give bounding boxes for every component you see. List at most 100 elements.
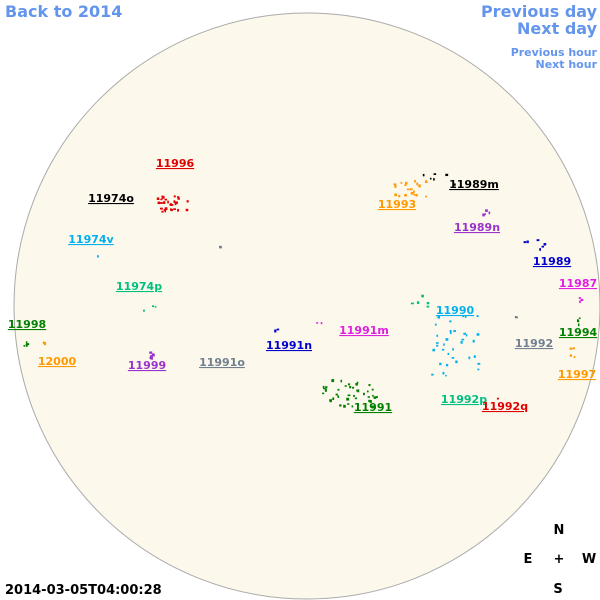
region-label[interactable]: 11974p [116, 280, 162, 293]
sunspot [425, 195, 428, 198]
sunspot [177, 208, 179, 212]
sunspot [320, 322, 323, 325]
sunspot [316, 322, 319, 324]
sunspot [577, 323, 580, 327]
region-label[interactable]: 11992q [482, 400, 528, 413]
region-label[interactable]: 11993 [378, 198, 416, 211]
sunspot [352, 386, 355, 389]
sunspot [219, 245, 222, 249]
region-label[interactable]: 11994 [559, 326, 598, 339]
sunspot [447, 352, 450, 355]
sunspot [422, 173, 425, 177]
region-label[interactable]: 11991 [354, 401, 392, 414]
sunspot [476, 315, 479, 318]
previous-hour-link[interactable]: Previous hour [511, 46, 598, 59]
sunspot [523, 241, 526, 244]
region-label[interactable]: 11991m [339, 324, 389, 337]
sunspot [406, 188, 410, 191]
region-label[interactable]: 11989 [533, 255, 571, 268]
sunspot [400, 181, 403, 184]
sunspot [445, 364, 449, 367]
sunspot [335, 393, 338, 396]
timestamp: 2014-03-05T04:00:28 [5, 583, 162, 598]
region-label[interactable]: 11991o [199, 356, 245, 369]
sunspot [569, 354, 573, 357]
sunspot [463, 332, 467, 335]
sunspot [375, 396, 378, 399]
region-label[interactable]: 11991n [266, 339, 312, 352]
sunspot [149, 355, 153, 359]
sunspot [346, 397, 350, 401]
sunspot [416, 301, 420, 304]
sunspot [356, 381, 359, 384]
next-day-link[interactable]: Next day [517, 19, 598, 38]
sunspot [409, 188, 413, 191]
sunspot [164, 210, 167, 213]
sunspot [351, 405, 354, 408]
region-label[interactable]: 11990 [436, 304, 475, 317]
sunspot [541, 245, 545, 248]
sunspot [450, 332, 452, 335]
sunspot [435, 342, 439, 344]
region-label[interactable]: 12000 [38, 355, 77, 368]
sunspot [421, 294, 424, 298]
region-label[interactable]: 11989m [449, 178, 499, 191]
sunspot [143, 309, 145, 312]
sunspot [425, 180, 427, 183]
region-label[interactable]: 11992p [441, 393, 487, 406]
sunspot [442, 371, 445, 375]
compass-north: N [554, 523, 565, 538]
sunspot [344, 385, 347, 387]
sunspot [173, 208, 176, 211]
compass: N E + W S [524, 523, 597, 597]
next-hour-link[interactable]: Next hour [536, 58, 598, 71]
region-label[interactable]: 11996 [156, 157, 195, 170]
sunspot [173, 200, 176, 203]
sunspot [324, 388, 327, 392]
sunspot [367, 396, 370, 398]
sunspot [25, 343, 28, 347]
region-label[interactable]: 11998 [8, 318, 46, 331]
sunspot [436, 344, 439, 347]
sunspot [455, 360, 458, 364]
sunspot [156, 197, 160, 201]
sunspot [476, 333, 480, 336]
previous-day-link[interactable]: Previous day [481, 2, 598, 21]
sunspot [337, 395, 340, 398]
region-label[interactable]: 11999 [128, 359, 166, 372]
back-link[interactable]: Back to 2014 [5, 2, 122, 21]
sunspot [160, 207, 163, 210]
sunspot [516, 316, 519, 319]
sunspot [572, 347, 575, 350]
sunspot [418, 184, 421, 188]
region-label[interactable]: 11974v [68, 233, 114, 246]
sunspot [349, 386, 352, 389]
sunspot [25, 341, 28, 344]
sunspot [343, 404, 346, 408]
region-label[interactable]: 11974o [88, 192, 134, 205]
sunspot [413, 193, 416, 196]
sunspot [170, 208, 173, 212]
sunspot [274, 329, 277, 333]
sunspot [445, 338, 449, 341]
sunspot [394, 193, 398, 197]
sunspot [162, 201, 166, 204]
sunspot [404, 184, 407, 186]
region-label[interactable]: 11992 [515, 337, 553, 350]
sunspot [394, 184, 397, 188]
sunspot [496, 397, 499, 400]
region-label[interactable]: 11997 [558, 368, 596, 381]
sunspot [331, 379, 335, 383]
sunspot [159, 202, 163, 204]
compass-east: E [524, 552, 533, 567]
region-label[interactable]: 11987 [559, 277, 597, 290]
sunspot [437, 315, 441, 319]
sunspot [42, 341, 45, 344]
sunspot [473, 355, 476, 358]
region-label[interactable]: 11989n [454, 221, 500, 234]
sunspot [151, 305, 155, 308]
sunspot [174, 202, 177, 206]
sunspot [425, 181, 428, 183]
sunspot [157, 201, 161, 205]
